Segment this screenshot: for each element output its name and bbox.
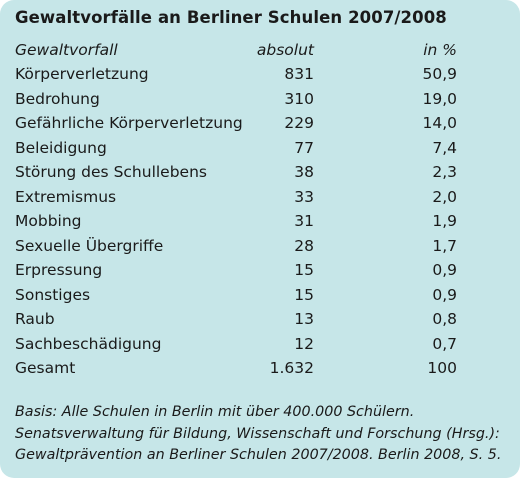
row-absolut-value: 15 [294, 285, 314, 304]
row-label: Erpressung [15, 261, 103, 279]
row-absolut-value: 15 [294, 261, 314, 279]
row-absolut-value: 1.632 [269, 359, 314, 377]
row-absolut-value: 28 [294, 236, 314, 255]
table-row: Störung des Schullebens 38 2,3 [0, 162, 520, 187]
row-percent-value: 14,0 [422, 114, 457, 132]
row-absolut-value: 229 [284, 114, 314, 132]
column-header-gewaltvorfall: Gewaltvorfall [15, 41, 118, 59]
row-percent-value: 0,7 [432, 334, 457, 353]
table-row: Sexuelle Übergriffe 28 1,7 [0, 236, 520, 261]
table-row: Sonstiges 15 0,9 [0, 285, 520, 310]
row-absolut-value: 31 [294, 212, 314, 230]
table-row: Erpressung 15 0,9 [0, 260, 520, 285]
table-row: Mobbing 31 1,9 [0, 211, 520, 236]
table-row: Raub 13 0,8 [0, 309, 520, 334]
row-label: Sachbeschädigung [15, 334, 162, 353]
row-percent-value: 100 [427, 359, 457, 377]
row-label: Extremismus [15, 187, 117, 206]
row-label: Bedrohung [15, 89, 100, 108]
row-percent-value: 2,3 [432, 163, 457, 181]
row-percent-value: 0,8 [432, 310, 457, 328]
row-label: Beleidigung [15, 138, 107, 157]
table-body: Körperverletzung 831 50,9 Bedrohung 310 19,0 G… [0, 64, 520, 383]
row-absolut-value: 12 [294, 334, 314, 353]
row-label: Störung des Schullebens [15, 163, 207, 181]
row-percent-value: 2,0 [432, 187, 457, 206]
row-label: Gesamt [15, 359, 76, 377]
row-absolut-value: 831 [284, 65, 314, 83]
row-label: Körperverletzung [15, 65, 149, 83]
table-row: Gefährliche Körperverletzung 229 14,0 [0, 113, 520, 138]
table-row: Sachbeschädigung 12 0,7 [0, 334, 520, 359]
row-absolut-value: 38 [294, 163, 314, 181]
row-absolut-value: 33 [294, 187, 314, 206]
column-header-prozent: in % [423, 41, 457, 59]
column-header-absolut: absolut [256, 41, 314, 59]
source-note: Basis: Alle Schulen in Berlin mit über 4… [15, 404, 502, 463]
row-percent-value: 50,9 [422, 65, 457, 83]
row-percent-value: 1,7 [432, 236, 457, 255]
row-percent-value: 0,9 [432, 285, 457, 304]
table-title: Gewaltvorfälle an Berliner Schulen 2007/… [15, 8, 447, 27]
table-row: Extremismus 33 2,0 [0, 187, 520, 212]
row-percent-value: 0,9 [432, 261, 457, 279]
table-row: Gesamt 1.632 100 [0, 358, 520, 383]
table-row: Bedrohung 310 19,0 [0, 89, 520, 114]
row-absolut-value: 13 [294, 310, 314, 328]
row-absolut-value: 77 [294, 138, 314, 157]
table-row: Körperverletzung 831 50,9 [0, 64, 520, 89]
row-label: Sexuelle Übergriffe [15, 236, 164, 255]
row-label: Gefährliche Körperverletzung [15, 114, 243, 132]
row-label: Raub [15, 310, 55, 328]
row-absolut-value: 310 [284, 89, 314, 108]
table-row: Beleidigung 77 7,4 [0, 138, 520, 163]
row-label: Mobbing [15, 212, 82, 230]
row-label: Sonstiges [15, 285, 91, 304]
row-percent-value: 1,9 [432, 212, 457, 230]
row-percent-value: 7,4 [432, 138, 457, 157]
row-percent-value: 19,0 [422, 89, 457, 108]
